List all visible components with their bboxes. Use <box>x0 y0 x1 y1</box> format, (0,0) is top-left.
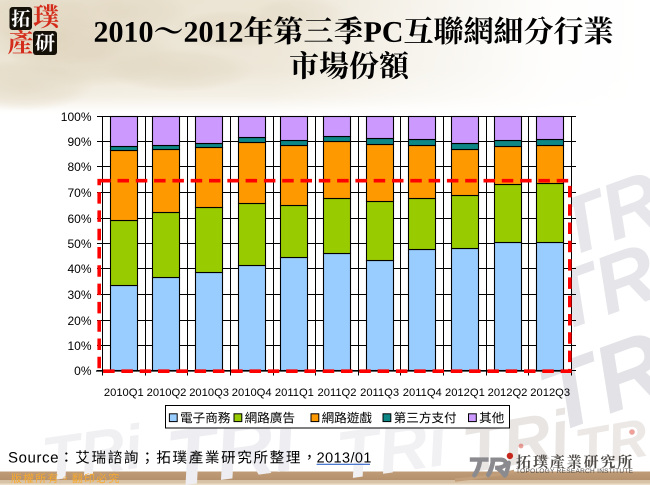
svg-text:20%: 20% <box>67 314 91 328</box>
svg-text:50%: 50% <box>67 237 91 251</box>
svg-text:2010Q4: 2010Q4 <box>232 387 272 399</box>
svg-text:80%: 80% <box>67 160 91 174</box>
svg-text:2011Q4: 2011Q4 <box>403 387 442 399</box>
svg-text:2010Q2: 2010Q2 <box>147 387 187 399</box>
svg-text:2010Q1: 2010Q1 <box>104 387 144 399</box>
svg-text:100%: 100% <box>61 110 92 124</box>
svg-text:60%: 60% <box>67 212 91 226</box>
svg-text:90%: 90% <box>67 135 91 149</box>
svg-text:2010Q3: 2010Q3 <box>189 387 229 399</box>
svg-text:2011Q1: 2011Q1 <box>275 387 314 399</box>
svg-text:TOPOLOGY RESEARCH INSTITUTE: TOPOLOGY RESEARCH INSTITUTE <box>516 468 634 475</box>
svg-text:2011Q2: 2011Q2 <box>318 387 357 399</box>
svg-text:30%: 30% <box>67 288 91 302</box>
svg-text:10%: 10% <box>67 339 91 353</box>
svg-text:70%: 70% <box>67 186 91 200</box>
svg-text:2011Q3: 2011Q3 <box>360 387 399 399</box>
svg-text:2012Q2: 2012Q2 <box>488 387 528 399</box>
svg-text:TRi: TRi <box>38 412 148 485</box>
svg-text:2012Q3: 2012Q3 <box>530 387 570 399</box>
svg-text:2012Q1: 2012Q1 <box>445 387 485 399</box>
svg-text:0%: 0% <box>74 364 92 378</box>
svg-text:40%: 40% <box>67 262 91 276</box>
